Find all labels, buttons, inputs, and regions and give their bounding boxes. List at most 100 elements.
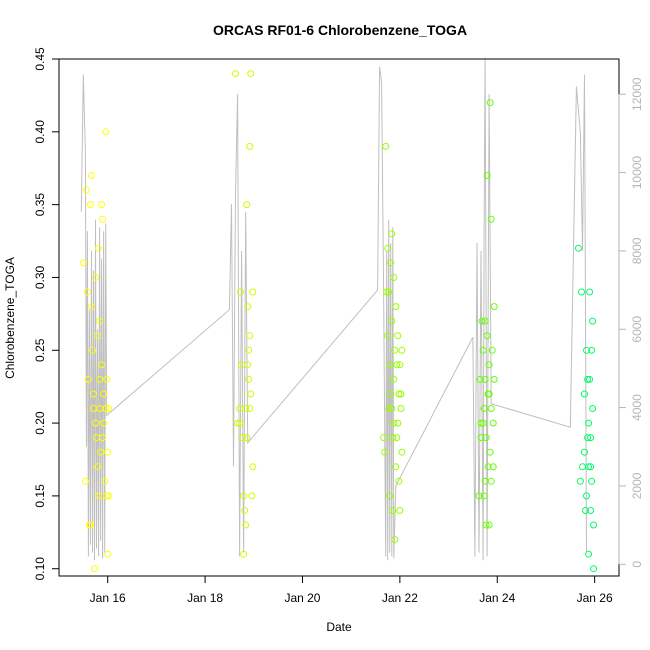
y2-tick-label: 10000	[630, 156, 644, 190]
data-point-series-3	[389, 434, 397, 442]
data-point-series-3	[390, 419, 398, 427]
data-point-series-2	[244, 303, 252, 311]
data-point-series-4	[482, 521, 490, 529]
data-point-series-1	[95, 244, 103, 252]
data-point-series-1	[88, 172, 95, 179]
data-point-series-5	[586, 288, 594, 296]
data-point-series-3	[383, 288, 391, 296]
data-point-series-2	[249, 463, 257, 471]
data-point-series-1	[100, 419, 108, 427]
data-point-series-3	[390, 375, 398, 383]
data-point-series-1	[81, 477, 89, 485]
data-point-series-4	[480, 492, 488, 500]
data-point-series-2	[234, 419, 242, 427]
y2-axis-right: 0 2000 4000 6000 8000 10000 12000	[618, 77, 644, 568]
data-point-series-5	[588, 477, 596, 485]
data-point-series-5	[584, 434, 592, 442]
data-point-series-4	[477, 434, 485, 442]
data-point-series-1	[95, 492, 103, 500]
data-point-series-5	[583, 492, 590, 500]
data-point-series-5	[587, 463, 595, 471]
data-point-series-3	[392, 303, 400, 311]
data-point-series-2	[246, 332, 254, 340]
data-point-series-4	[487, 405, 495, 412]
plot-frame	[58, 58, 620, 577]
data-point-series-3	[390, 274, 398, 281]
data-point-series-1	[92, 274, 99, 281]
data-point-series-3	[394, 419, 402, 427]
y-axis: 0.10 0.15 0.20 0.25 0.30 0.35 0.40 0.45	[33, 47, 59, 580]
data-point-series-1	[94, 463, 102, 471]
y-tick-label: 0.40	[33, 120, 47, 144]
data-point-series-1	[96, 375, 104, 383]
data-point-series-2	[246, 142, 254, 150]
data-point-series-4	[482, 434, 490, 442]
data-point-series-2	[249, 288, 257, 296]
data-point-series-3	[395, 390, 403, 398]
data-point-series-2	[241, 507, 249, 514]
y-tick-label: 0.15	[33, 484, 47, 508]
data-point-series-1	[79, 259, 87, 267]
data-point-series-5	[576, 477, 584, 485]
data-point-series-3	[384, 332, 392, 340]
data-point-series-3	[395, 477, 403, 485]
data-point-series-5	[590, 565, 598, 573]
data-point-series-2	[236, 405, 244, 412]
data-point-series-5	[579, 463, 586, 471]
data-point-series-3	[394, 332, 402, 340]
data-point-series-4	[488, 346, 496, 354]
data-point-series-3	[393, 434, 401, 442]
data-point-series-4	[478, 317, 486, 325]
data-point-series-4	[490, 303, 498, 311]
data-point-series-3	[385, 405, 393, 412]
data-point-series-1	[103, 375, 111, 383]
data-point-series-3	[385, 288, 393, 296]
data-point-series-2	[236, 419, 244, 427]
data-point-series-5	[581, 448, 588, 456]
y2-tick-label: 8000	[630, 237, 644, 264]
data-point-series-1	[86, 201, 94, 209]
data-point-series-3	[397, 405, 405, 412]
x-tick-label: Jan 26	[577, 591, 613, 605]
data-point-series-3	[381, 448, 389, 456]
data-point-series-2	[246, 405, 254, 412]
y2-tick-label: 12000	[630, 77, 644, 111]
data-point-series-4	[485, 521, 493, 529]
data-point-series-1	[88, 303, 95, 311]
data-point-series-1	[98, 361, 106, 369]
data-point-series-5	[585, 419, 593, 427]
data-point-series-5	[583, 346, 590, 354]
data-point-series-3	[387, 259, 395, 267]
data-point-series-4	[486, 99, 494, 107]
data-point-series-4	[490, 375, 498, 383]
data-point-series-4	[487, 215, 495, 223]
x-axis-label: Date	[326, 620, 352, 634]
data-point-series-3	[398, 448, 406, 456]
data-point-series-1	[97, 448, 105, 456]
x-tick-label: Jan 18	[187, 591, 223, 605]
data-point-series-5	[581, 390, 588, 398]
data-point-series-1	[99, 215, 107, 223]
data-point-series-5	[587, 507, 595, 514]
data-point-series-3	[387, 390, 395, 398]
data-point-series-4	[480, 405, 488, 412]
data-point-series-4	[484, 463, 492, 471]
y2-tick-label: 4000	[630, 394, 644, 421]
data-point-series-4	[476, 375, 484, 383]
data-point-series-5	[586, 375, 594, 383]
data-point-series-3	[388, 230, 396, 238]
data-point-series-2	[247, 70, 255, 78]
data-point-series-2	[244, 361, 252, 369]
data-point-series-2	[242, 405, 250, 412]
y-tick-label: 0.25	[33, 338, 47, 362]
y-tick-label: 0.45	[33, 47, 47, 71]
data-point-series-1	[99, 434, 107, 442]
x-tick-label: Jan 22	[382, 591, 418, 605]
data-point-series-2	[243, 201, 251, 209]
data-point-series-1	[82, 186, 90, 194]
y2-tick-label: 6000	[630, 316, 644, 343]
y-tick-label: 0.20	[33, 411, 47, 435]
data-point-series-1	[91, 565, 98, 573]
data-point-series-3	[393, 361, 401, 369]
data-point-series-3	[380, 434, 388, 442]
